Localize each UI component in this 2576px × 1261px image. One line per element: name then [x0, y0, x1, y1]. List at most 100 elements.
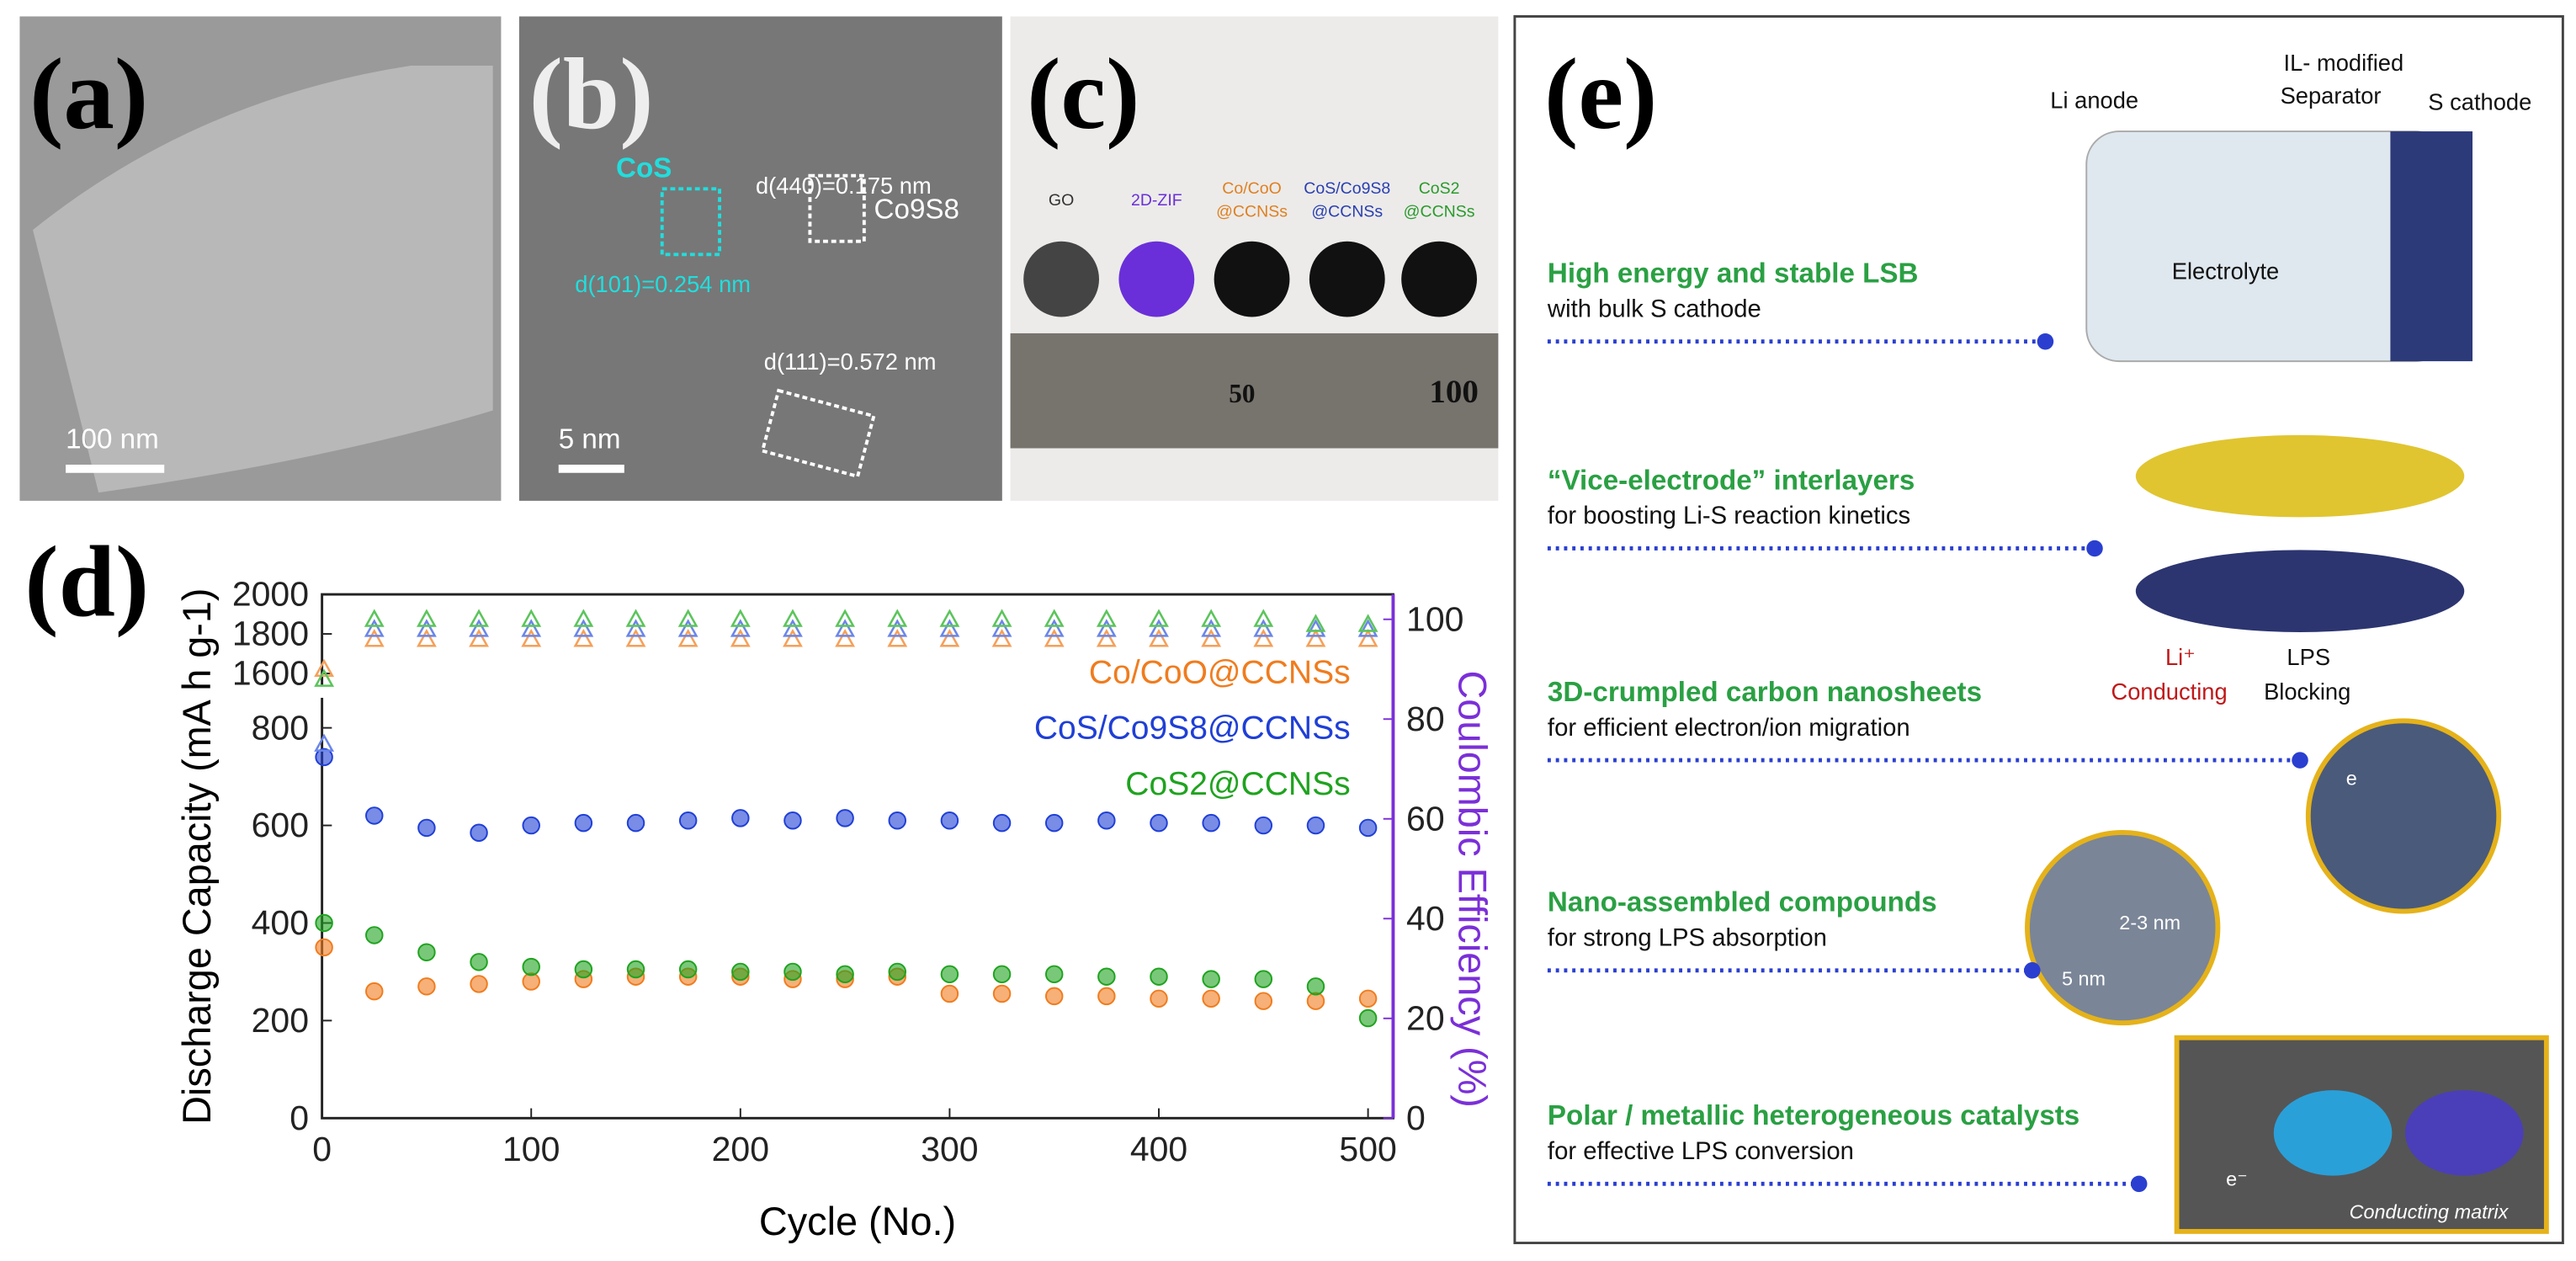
ce-point — [1096, 619, 1117, 637]
ce-point — [677, 619, 698, 637]
panel-label: (c) — [1027, 38, 1139, 151]
feature-title: Nano-assembled compounds — [1548, 887, 1937, 918]
legend-entry: Co/CoO@CCNSs — [1089, 654, 1351, 690]
inset-label: Blocking — [2264, 678, 2350, 705]
y2-axis-label: Coulombic Efficiency (%) — [1451, 671, 1495, 1108]
cell-label: Li anode — [2050, 88, 2138, 114]
capacity-point — [1202, 989, 1220, 1008]
y2-tick-label: 100 — [1406, 599, 1463, 638]
inset-label: 2-3 nm — [2119, 912, 2180, 934]
ce-point — [835, 619, 856, 637]
ce-point — [364, 609, 385, 627]
y-tick-label: 1800 — [232, 615, 309, 653]
x-tick-label: 100 — [502, 1130, 560, 1168]
sample-disc — [1118, 241, 1195, 317]
ce-point — [939, 609, 960, 627]
scale-bar — [66, 464, 165, 473]
ce-point — [730, 629, 751, 647]
x-tick-label: 0 — [312, 1130, 332, 1168]
ce-point — [573, 609, 594, 627]
ce-point — [521, 629, 542, 647]
capacity-point — [836, 965, 854, 984]
capacity-point — [522, 957, 540, 976]
capacity-point — [1150, 813, 1168, 833]
capacity-point — [1044, 987, 1064, 1006]
hrtem-image — [518, 16, 1002, 501]
ce-point — [469, 629, 489, 647]
sample-name: Co/CoO — [1222, 179, 1281, 198]
capacity-point — [417, 818, 436, 838]
ruler-number: 100 — [1429, 374, 1479, 410]
interlayer — [2135, 550, 2465, 632]
capacity-point — [470, 953, 488, 971]
ce-point — [625, 609, 646, 627]
ce-point — [1149, 609, 1169, 627]
cell-label: Electrolyte — [2172, 258, 2279, 285]
ce-point — [314, 658, 335, 678]
annotation: d(440)=0.175 nm — [756, 173, 932, 199]
inset — [2305, 718, 2502, 914]
capacity-point — [992, 984, 1012, 1003]
sample-disc — [1309, 241, 1385, 317]
scale-text: 100 nm — [66, 424, 159, 455]
sample-disc — [1214, 241, 1290, 317]
ce-point — [939, 619, 960, 637]
ce-point — [314, 733, 335, 752]
capacity-point — [1202, 813, 1220, 833]
x-tick-label: 200 — [712, 1130, 769, 1168]
cell-label: Separator — [2281, 82, 2382, 109]
capacity-point — [1097, 811, 1116, 830]
x-tick-label: 500 — [1339, 1130, 1396, 1168]
capacity-point — [365, 926, 384, 944]
ce-point — [677, 629, 698, 647]
sample-disc — [1401, 241, 1477, 317]
ce-point — [991, 609, 1012, 627]
ce-point — [364, 619, 385, 637]
ce-point — [521, 619, 542, 637]
x-tick-label: 300 — [921, 1130, 978, 1168]
cell-label: S cathode — [2428, 89, 2531, 115]
chart: 0 100 200 300 400 500020040060080016001800200… — [175, 575, 1495, 1243]
capacity-point — [1306, 816, 1325, 835]
capacity-point — [417, 977, 436, 996]
y2-tick-label: 60 — [1406, 799, 1445, 838]
ce-point — [887, 609, 908, 627]
capacity-point — [626, 960, 645, 979]
inset-label: Conducting matrix — [2350, 1200, 2510, 1222]
capacity-point — [470, 823, 488, 842]
capacity-point — [836, 809, 854, 827]
annotation: d(101)=0.254 nm — [575, 271, 751, 297]
ce-point — [1149, 629, 1169, 647]
catalyst — [2273, 1090, 2393, 1176]
capacity-point — [1358, 818, 1378, 838]
capacity-point — [678, 811, 698, 830]
inset-label: Conducting — [2111, 678, 2228, 705]
roi — [660, 187, 722, 257]
sample-name: @CCNSs — [1311, 202, 1383, 221]
legend-entry: CoS/Co9S8@CCNSs — [1034, 710, 1351, 747]
ce-point — [730, 609, 751, 627]
ce-point — [1044, 609, 1065, 627]
scale-bar — [558, 464, 624, 473]
ce-point — [835, 609, 856, 627]
inset-label: LPS — [2287, 644, 2330, 670]
ce-point — [887, 619, 908, 637]
y-tick-label: 600 — [252, 806, 309, 844]
sheet — [33, 66, 493, 493]
ce-point — [783, 619, 803, 637]
ce-point — [835, 629, 856, 647]
capacity-point — [626, 813, 645, 833]
ce-point — [1253, 619, 1274, 637]
feature-text: for efficient electron/ion migration — [1548, 715, 1910, 742]
ce-point — [314, 668, 335, 687]
axis-break — [309, 684, 336, 698]
ce-point — [1305, 619, 1326, 637]
leader-dot — [2086, 540, 2103, 557]
x-tick-label: 400 — [1130, 1130, 1187, 1168]
inset-label: 5 nm — [2062, 967, 2106, 989]
ce-point — [1044, 629, 1065, 647]
annotation: CoS — [616, 153, 672, 184]
ce-point — [783, 629, 803, 647]
capacity-point — [470, 975, 488, 993]
inset-label: e — [2346, 767, 2357, 789]
